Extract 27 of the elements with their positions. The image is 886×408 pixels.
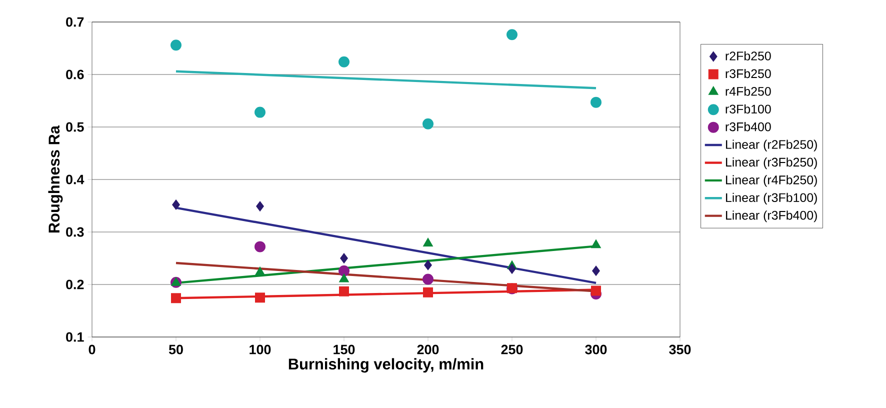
legend-label: r3Fb400: [726, 122, 771, 132]
y-tick-label: 0.1: [66, 332, 84, 342]
x-tick-label: 300: [585, 344, 607, 354]
legend-label: r4Fb250: [726, 86, 771, 96]
y-tick-label: 0.7: [66, 17, 84, 27]
y-tick-label: 0.2: [66, 280, 84, 290]
legend-label: Linear (r4Fb250): [726, 175, 817, 187]
x-tick-label: 250: [501, 344, 523, 354]
y-axis-title: Roughness Ra: [48, 125, 63, 233]
legend-label: Linear (r3Fb400): [726, 210, 817, 222]
x-tick-label: 150: [334, 344, 355, 354]
legend-label: Linear (r3Fb250): [726, 157, 817, 170]
y-tick-label: 0.6: [66, 70, 84, 80]
x-tick-label: 100: [250, 344, 271, 354]
x-tick-label: 350: [669, 344, 691, 354]
legend-label: Linear (r3Fb100): [726, 192, 817, 204]
y-tick-label: 0.4: [66, 174, 84, 184]
x-axis-title: Burnishing velocity, m/min: [288, 358, 484, 373]
legend-label: r3Fb250: [726, 68, 771, 78]
x-tick-label: 50: [168, 344, 183, 354]
legend-label: r2Fb250: [726, 51, 771, 60]
legend-label: r3Fb100: [726, 104, 771, 114]
x-tick-label: 0: [88, 344, 96, 354]
legend-label: Linear (r2Fb250): [726, 140, 817, 152]
x-tick-label: 200: [417, 344, 439, 354]
y-tick-label: 0.5: [66, 122, 84, 132]
y-tick-label: 0.3: [66, 227, 84, 237]
